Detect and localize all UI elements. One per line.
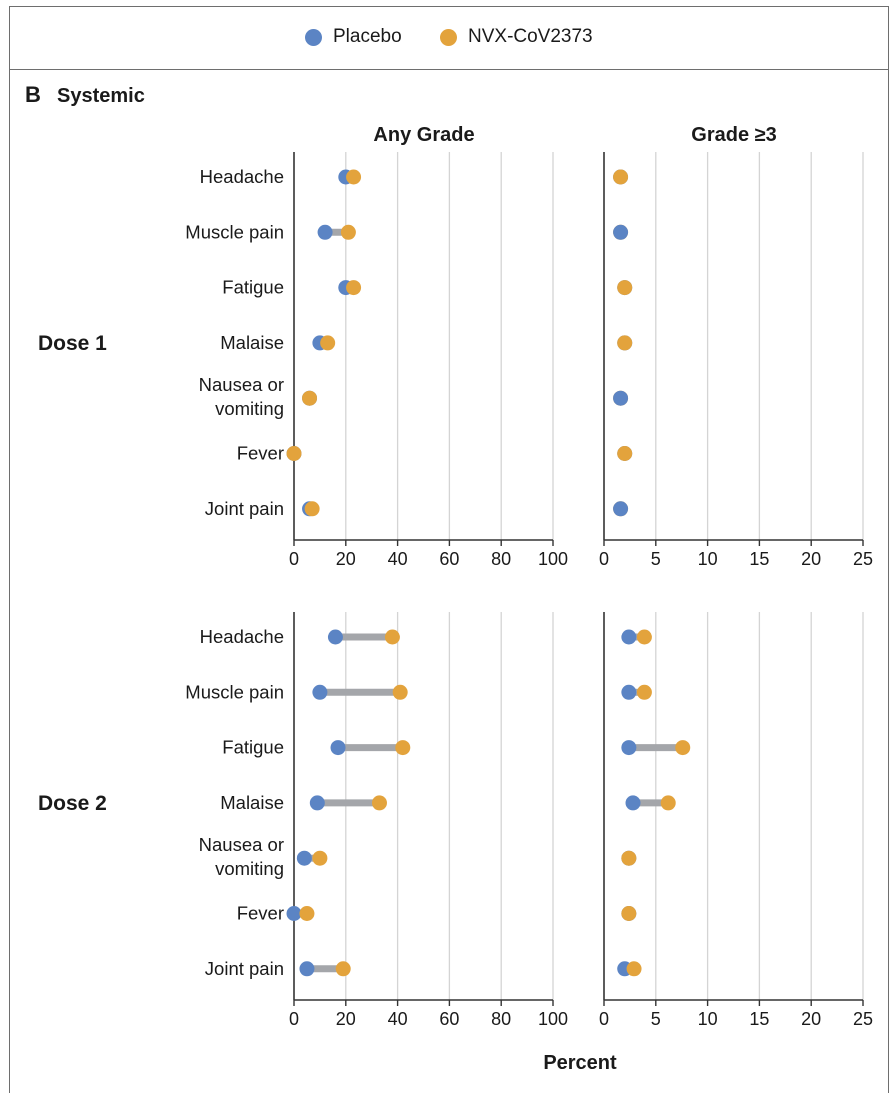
x-tick-label: 0 [289,1009,299,1029]
vaccine-point [636,684,652,700]
category-label: Muscle pain [185,681,284,702]
vaccine-point [346,280,362,296]
category-label: Joint pain [205,958,284,979]
x-tick-label: 100 [538,549,568,569]
category-label: Fatigue [222,737,284,758]
vaccine-point [340,224,356,240]
x-tick-label: 80 [491,1009,511,1029]
category-label: Fever [237,903,284,924]
legend-label-vaccine: NVX-CoV2373 [468,26,593,47]
vaccine-point [621,906,637,921]
panel-title: Systemic [57,85,145,107]
category-label: Headache [200,166,284,187]
x-tick-label: 20 [801,1009,821,1029]
panel-heading: B Systemic [25,82,145,108]
vaccine-point [320,335,336,351]
x-tick-label: 100 [538,1009,568,1029]
category-label: Malaise [220,332,284,353]
placebo-point [312,684,328,700]
x-tick-label: 60 [439,1009,459,1029]
vaccine-point [312,850,328,866]
vaccine-point [617,280,633,296]
placebo-point [317,224,333,240]
placebo-point [330,740,346,756]
x-tick-label: 25 [853,549,873,569]
x-tick-label: 80 [491,549,511,569]
x-tick-label: 20 [336,1009,356,1029]
x-tick-label: 40 [388,1009,408,1029]
x-tick-label: 0 [599,549,609,569]
x-tick-label: 15 [749,549,769,569]
x-tick-label: 20 [336,549,356,569]
legend: Placebo NVX-CoV2373 [9,6,889,70]
category-label: Joint pain [205,498,284,519]
x-axis-title: Percent [543,1052,617,1074]
x-tick-label: 10 [698,549,718,569]
placebo-point [296,850,312,866]
vaccine-point [384,629,400,645]
x-tick-label: 0 [599,1009,609,1029]
legend-item-placebo: Placebo [305,26,402,48]
x-tick-label: 40 [388,549,408,569]
placebo-point [299,961,315,977]
x-tick-label: 60 [439,549,459,569]
vaccine-point [626,961,642,977]
column-heading-any-grade: Any Grade [373,124,474,146]
x-tick-label: 15 [749,1009,769,1029]
category-label: Fatigue [222,277,284,298]
vaccine-point [395,740,411,756]
vaccine-point [617,335,633,351]
figure-frame [9,6,889,1093]
placebo-swatch [305,28,322,46]
vaccine-point [302,390,318,406]
placebo-point [613,390,629,406]
x-tick-label: 25 [853,1009,873,1029]
legend-item-vaccine: NVX-CoV2373 [440,26,593,48]
x-tick-label: 5 [651,549,661,569]
vaccine-point [675,740,691,756]
vaccine-point [304,501,320,517]
dose-label: Dose 1 [38,332,107,355]
placebo-point [613,501,629,517]
vaccine-point [636,629,652,645]
vaccine-point [371,795,387,811]
placebo-point [621,740,637,756]
x-tick-label: 10 [698,1009,718,1029]
x-tick-label: 0 [289,549,299,569]
panel-letter: B [25,82,41,107]
x-tick-label: 5 [651,1009,661,1029]
dose-label: Dose 2 [38,792,107,815]
category-label: Nausea or vomiting [199,374,284,419]
placebo-point [613,224,629,240]
vaccine-point [392,684,408,700]
vaccine-point [613,169,629,185]
vaccine-point [660,795,676,811]
vaccine-point [617,446,633,461]
vaccine-point [621,850,637,866]
legend-label-placebo: Placebo [333,26,402,47]
placebo-point [621,629,637,645]
column-heading-grade3: Grade ≥3 [691,124,776,146]
category-label: Nausea or vomiting [199,834,284,879]
category-label: Muscle pain [185,221,284,242]
placebo-point [309,795,325,811]
x-tick-label: 20 [801,549,821,569]
placebo-point [625,795,641,811]
vaccine-swatch [440,28,457,46]
category-label: Fever [237,443,284,464]
placebo-point [621,684,637,700]
category-label: Malaise [220,792,284,813]
vaccine-point [346,169,362,185]
placebo-point [286,906,302,921]
vaccine-point [286,446,302,461]
vaccine-point [335,961,351,977]
placebo-point [327,629,343,645]
vaccine-point [299,906,315,921]
category-label: Headache [200,626,284,647]
